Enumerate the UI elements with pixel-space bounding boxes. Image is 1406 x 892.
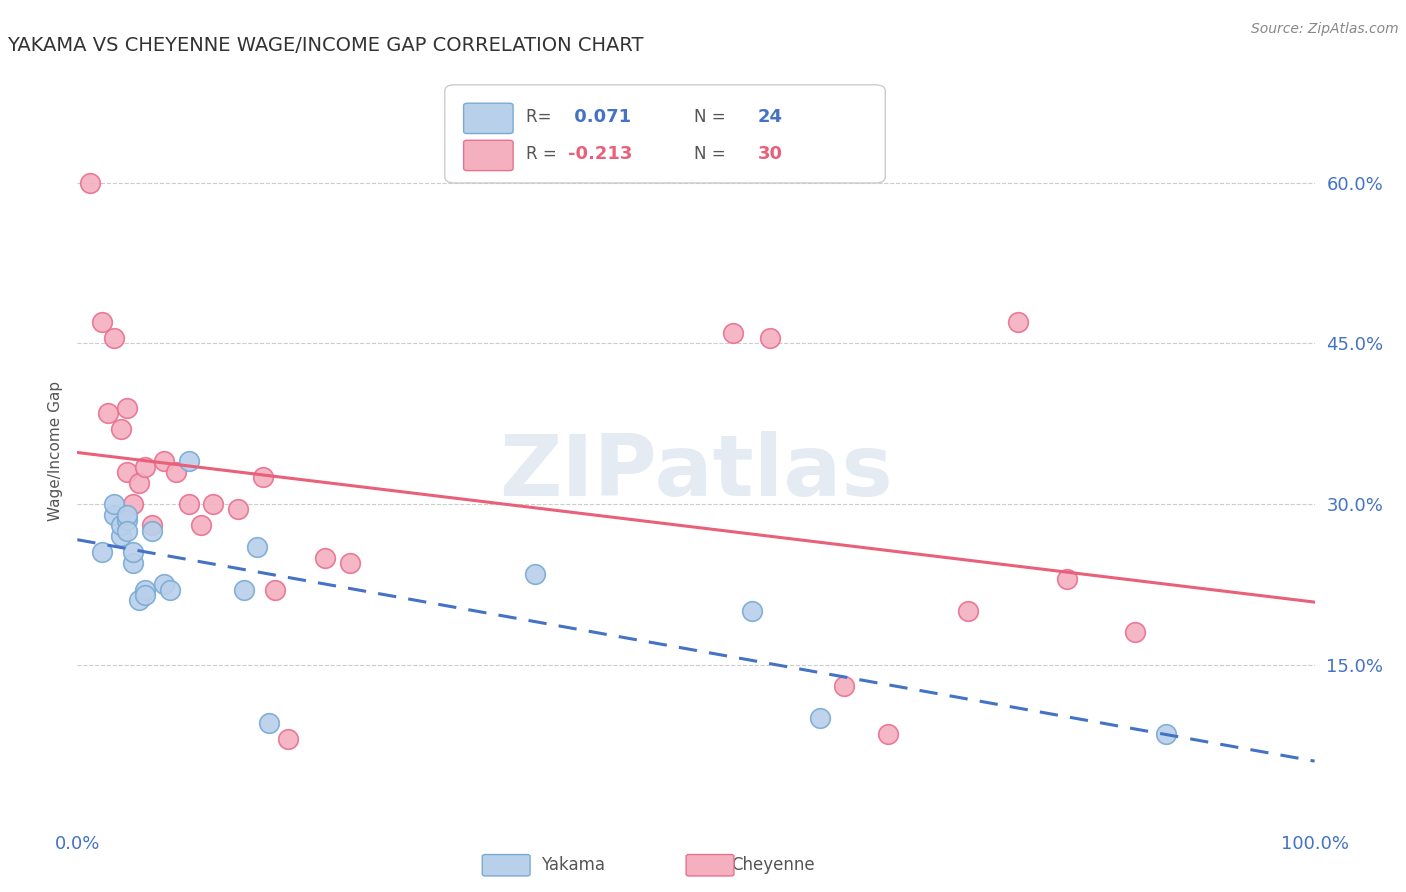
Point — [264, 582, 287, 597]
Point — [141, 524, 163, 538]
Point — [103, 497, 125, 511]
Point — [153, 454, 176, 468]
Text: Yakama: Yakama — [541, 856, 606, 874]
Point — [103, 331, 125, 345]
Point — [91, 315, 114, 329]
Point — [115, 401, 138, 415]
Point — [115, 524, 138, 538]
Point — [165, 465, 187, 479]
FancyBboxPatch shape — [464, 103, 513, 134]
Point — [1056, 572, 1078, 586]
Point — [226, 502, 249, 516]
FancyBboxPatch shape — [444, 85, 886, 183]
Text: 30: 30 — [758, 145, 783, 163]
Text: R=: R= — [526, 108, 557, 126]
Point — [110, 529, 132, 543]
Point — [277, 732, 299, 747]
Text: Source: ZipAtlas.com: Source: ZipAtlas.com — [1251, 22, 1399, 37]
Point — [122, 556, 145, 570]
Point — [257, 716, 280, 731]
Point — [1123, 625, 1146, 640]
Point — [524, 566, 547, 581]
Point — [128, 593, 150, 607]
Point — [122, 545, 145, 559]
Point — [110, 422, 132, 436]
Y-axis label: Wage/Income Gap: Wage/Income Gap — [48, 380, 63, 521]
Point — [1007, 315, 1029, 329]
Point — [741, 604, 763, 618]
Point — [808, 711, 831, 725]
Text: -0.213: -0.213 — [568, 145, 633, 163]
Point — [128, 475, 150, 490]
Text: 24: 24 — [758, 108, 783, 126]
FancyBboxPatch shape — [464, 140, 513, 170]
Text: ZIPatlas: ZIPatlas — [499, 432, 893, 515]
Point — [134, 582, 156, 597]
Text: YAKAMA VS CHEYENNE WAGE/INCOME GAP CORRELATION CHART: YAKAMA VS CHEYENNE WAGE/INCOME GAP CORRE… — [7, 36, 644, 54]
Point — [91, 545, 114, 559]
Point — [721, 326, 744, 340]
Point — [177, 497, 200, 511]
Point — [177, 454, 200, 468]
Point — [1154, 727, 1177, 741]
Point — [141, 518, 163, 533]
Text: 0.071: 0.071 — [568, 108, 631, 126]
Text: R =: R = — [526, 145, 557, 163]
Point — [834, 679, 856, 693]
Point — [115, 465, 138, 479]
Point — [110, 518, 132, 533]
Point — [122, 497, 145, 511]
Point — [134, 459, 156, 474]
Point — [233, 582, 256, 597]
Text: Cheyenne: Cheyenne — [731, 856, 814, 874]
Point — [79, 176, 101, 190]
Point — [246, 540, 269, 554]
Point — [252, 470, 274, 484]
Text: N =: N = — [695, 145, 725, 163]
Point — [876, 727, 898, 741]
Point — [115, 513, 138, 527]
Point — [190, 518, 212, 533]
Point — [759, 331, 782, 345]
Point — [202, 497, 225, 511]
Point — [314, 550, 336, 565]
Point — [159, 582, 181, 597]
Point — [103, 508, 125, 522]
Point — [134, 588, 156, 602]
Point — [97, 406, 120, 420]
Point — [153, 577, 176, 591]
Point — [339, 556, 361, 570]
Point — [957, 604, 980, 618]
Point — [115, 508, 138, 522]
Text: N =: N = — [695, 108, 725, 126]
